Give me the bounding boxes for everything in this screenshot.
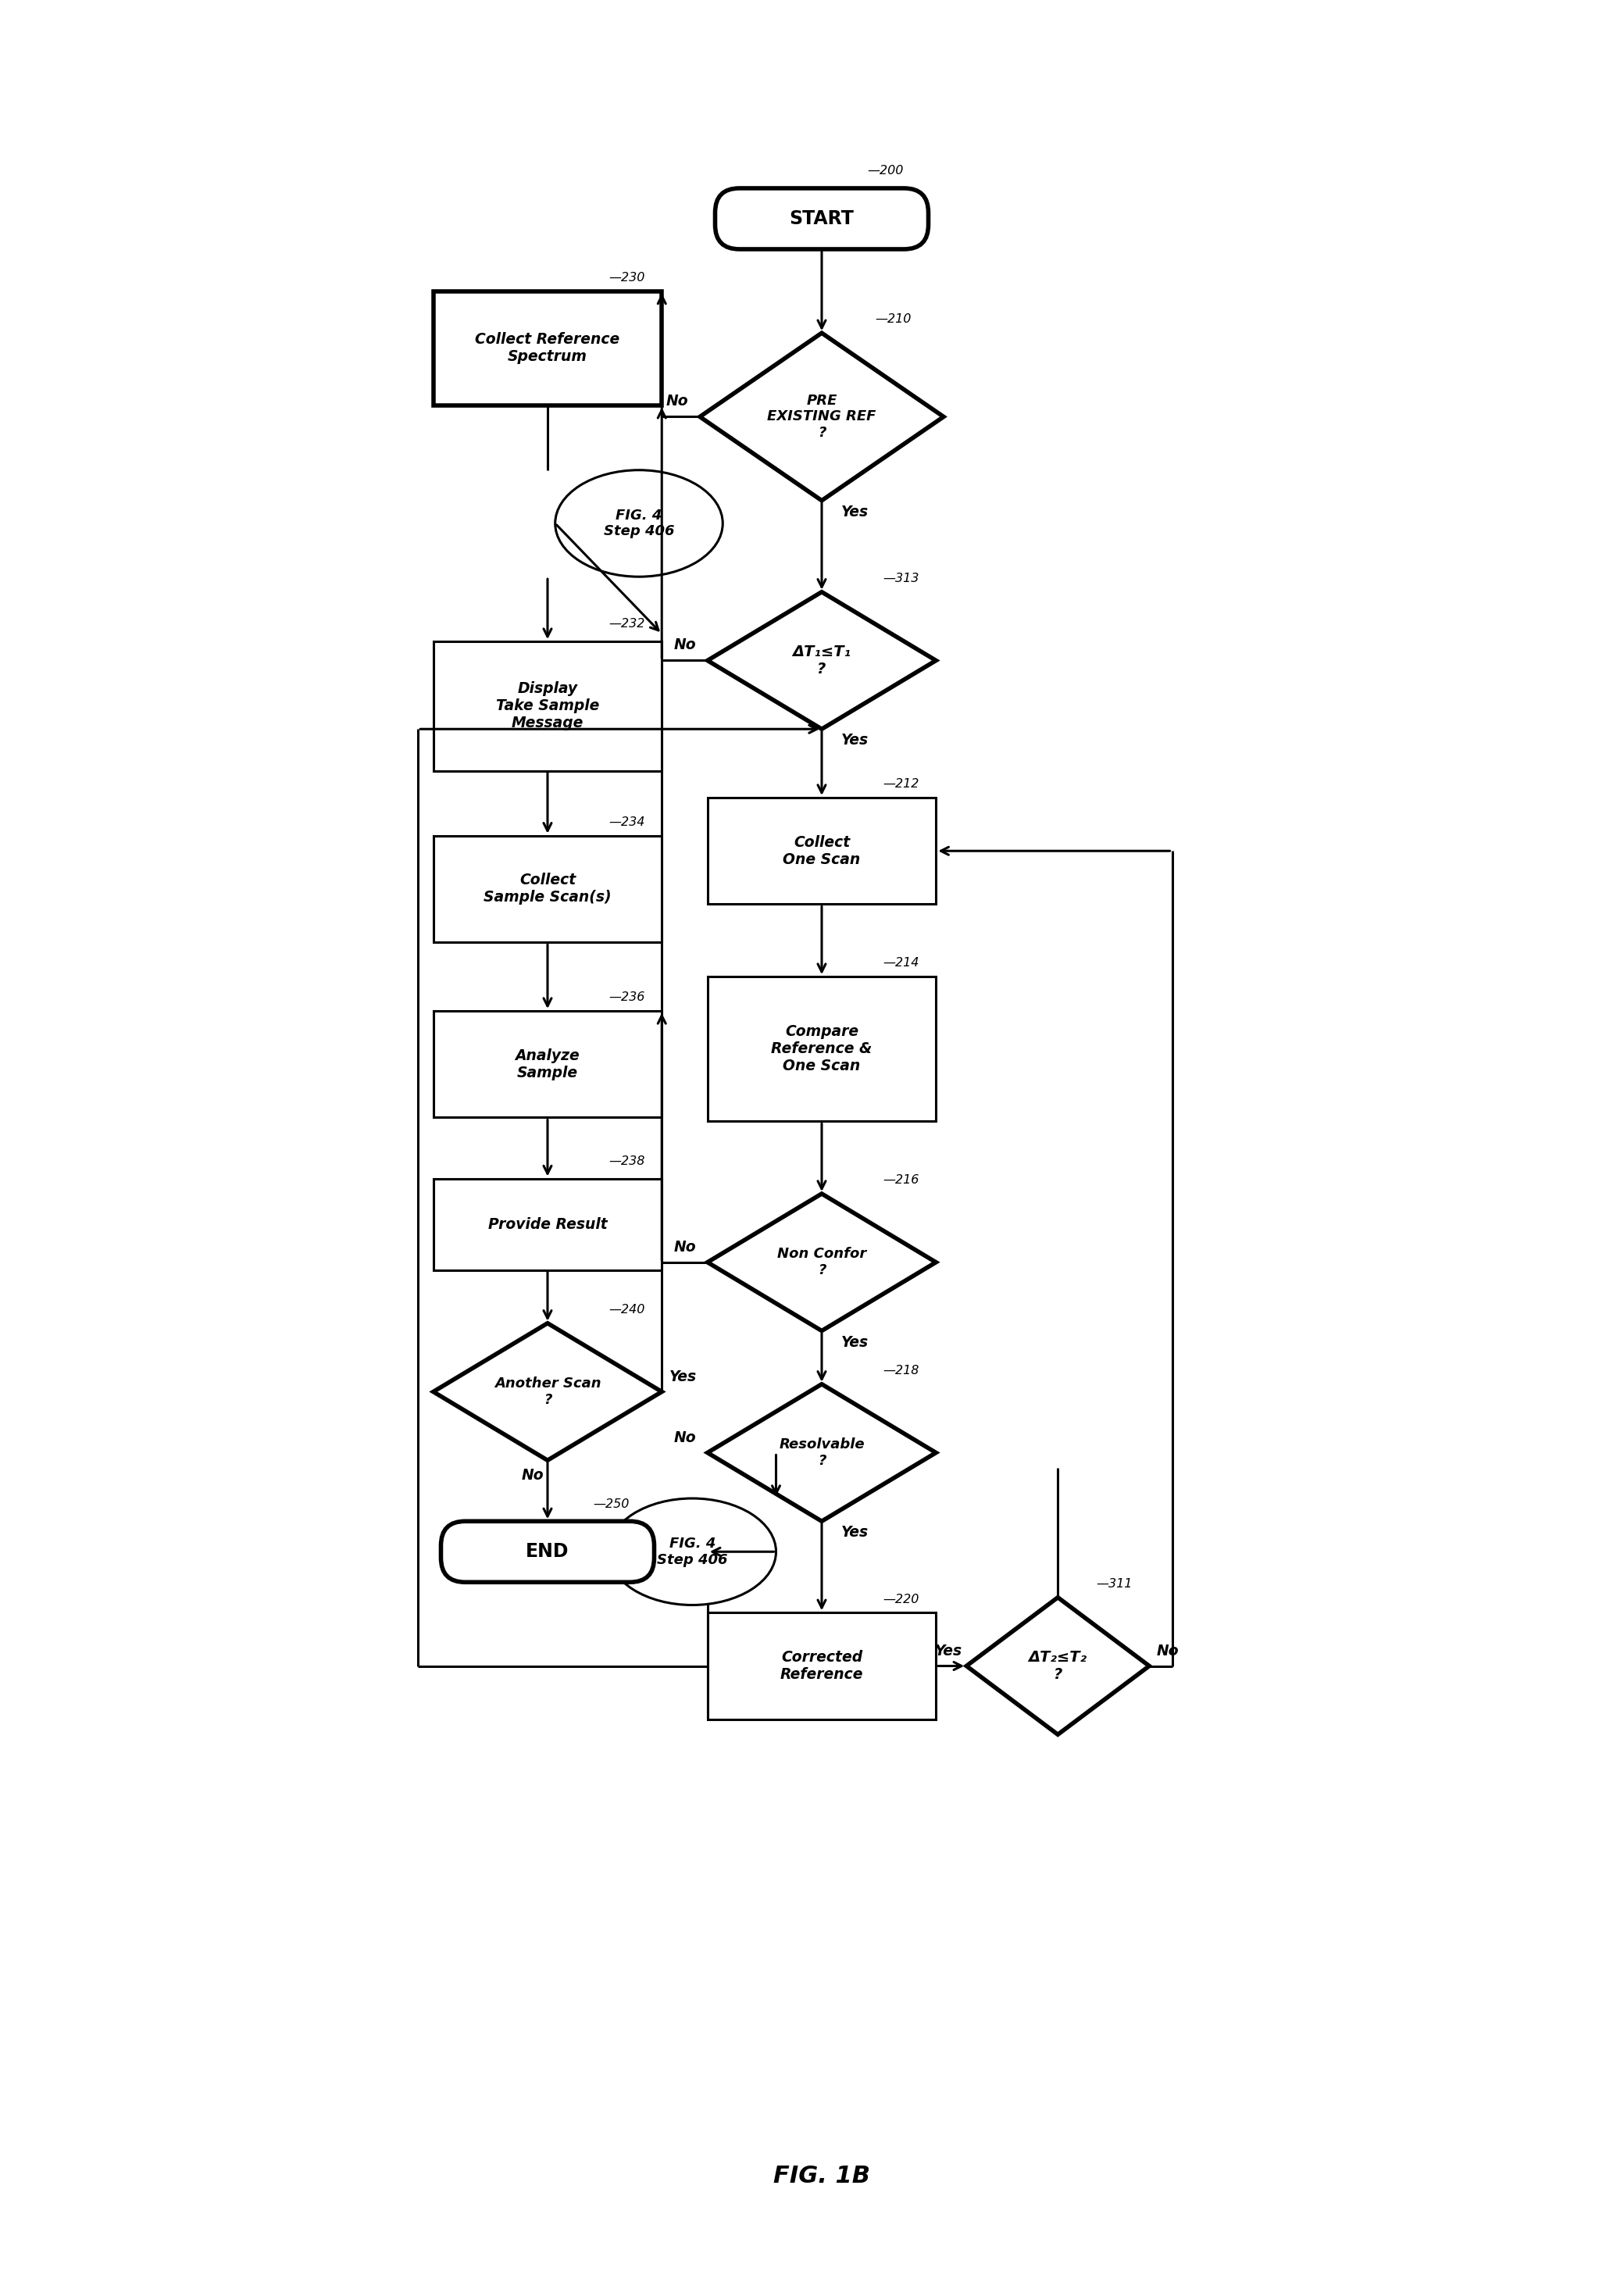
Text: FIG. 4
Step 406: FIG. 4 Step 406: [656, 1536, 727, 1566]
Text: PRE
EXISTING REF
?: PRE EXISTING REF ?: [768, 393, 876, 441]
Text: No: No: [674, 1430, 697, 1444]
Text: Yes: Yes: [840, 1334, 868, 1350]
Bar: [708, 797, 936, 905]
Text: Collect Reference
Spectrum: Collect Reference Spectrum: [476, 333, 619, 365]
FancyBboxPatch shape: [440, 1522, 655, 1582]
Text: —240: —240: [608, 1304, 645, 1316]
Text: FIG. 4
Step 406: FIG. 4 Step 406: [603, 507, 674, 540]
Polygon shape: [434, 1322, 661, 1460]
Text: Corrected
Reference: Corrected Reference: [781, 1651, 863, 1683]
Text: No: No: [674, 1240, 697, 1254]
Bar: [434, 292, 661, 406]
Text: ΔT₁≤T₁
?: ΔT₁≤T₁ ?: [792, 645, 852, 677]
Text: —250: —250: [594, 1497, 629, 1511]
Text: —230: —230: [608, 271, 645, 282]
Bar: [434, 836, 661, 941]
Text: —313: —313: [882, 572, 919, 583]
Text: Compare
Reference &
One Scan: Compare Reference & One Scan: [771, 1024, 873, 1075]
Bar: [434, 1010, 661, 1118]
Text: —220: —220: [882, 1593, 919, 1605]
Text: Non Confor
?: Non Confor ?: [777, 1247, 866, 1277]
FancyBboxPatch shape: [715, 188, 929, 250]
Text: Resolvable
?: Resolvable ?: [779, 1437, 865, 1467]
Text: Display
Take Sample
Message: Display Take Sample Message: [495, 682, 600, 730]
Text: Yes: Yes: [840, 732, 868, 748]
Text: Analyze
Sample: Analyze Sample: [515, 1049, 579, 1079]
Text: FIG. 1B: FIG. 1B: [773, 2165, 869, 2188]
Text: —232: —232: [608, 618, 645, 629]
Text: —216: —216: [882, 1173, 919, 1187]
Polygon shape: [966, 1598, 1148, 1733]
Text: Yes: Yes: [669, 1368, 697, 1384]
Bar: [708, 1612, 936, 1720]
Text: No: No: [521, 1467, 544, 1483]
Bar: [434, 641, 661, 771]
Bar: [434, 1178, 661, 1270]
Text: —234: —234: [608, 817, 645, 829]
Ellipse shape: [555, 471, 723, 576]
Text: No: No: [666, 395, 689, 409]
Text: Yes: Yes: [840, 1525, 868, 1541]
Text: Provide Result: Provide Result: [487, 1217, 606, 1231]
Text: END: END: [526, 1543, 569, 1561]
Text: Collect
One Scan: Collect One Scan: [782, 836, 860, 868]
Text: —311: —311: [1095, 1577, 1132, 1589]
Text: Yes: Yes: [840, 505, 868, 519]
Text: Another Scan
?: Another Scan ?: [494, 1378, 602, 1407]
Bar: [708, 976, 936, 1120]
Text: No: No: [674, 638, 697, 652]
Text: START: START: [789, 209, 855, 227]
Text: No: No: [1157, 1644, 1179, 1658]
Polygon shape: [708, 1384, 936, 1522]
Text: —214: —214: [882, 957, 919, 969]
Polygon shape: [708, 592, 936, 730]
Text: Collect
Sample Scan(s): Collect Sample Scan(s): [484, 872, 611, 905]
Polygon shape: [708, 1194, 936, 1332]
Text: —218: —218: [882, 1364, 919, 1378]
Text: Yes: Yes: [936, 1644, 963, 1658]
Polygon shape: [700, 333, 944, 501]
Text: —236: —236: [608, 992, 645, 1003]
Text: —212: —212: [882, 778, 919, 790]
Text: —210: —210: [874, 315, 911, 326]
Ellipse shape: [608, 1499, 776, 1605]
Text: —200: —200: [868, 165, 903, 177]
Text: ΔT₂≤T₂
?: ΔT₂≤T₂ ?: [1029, 1651, 1087, 1683]
Text: —238: —238: [608, 1155, 645, 1166]
